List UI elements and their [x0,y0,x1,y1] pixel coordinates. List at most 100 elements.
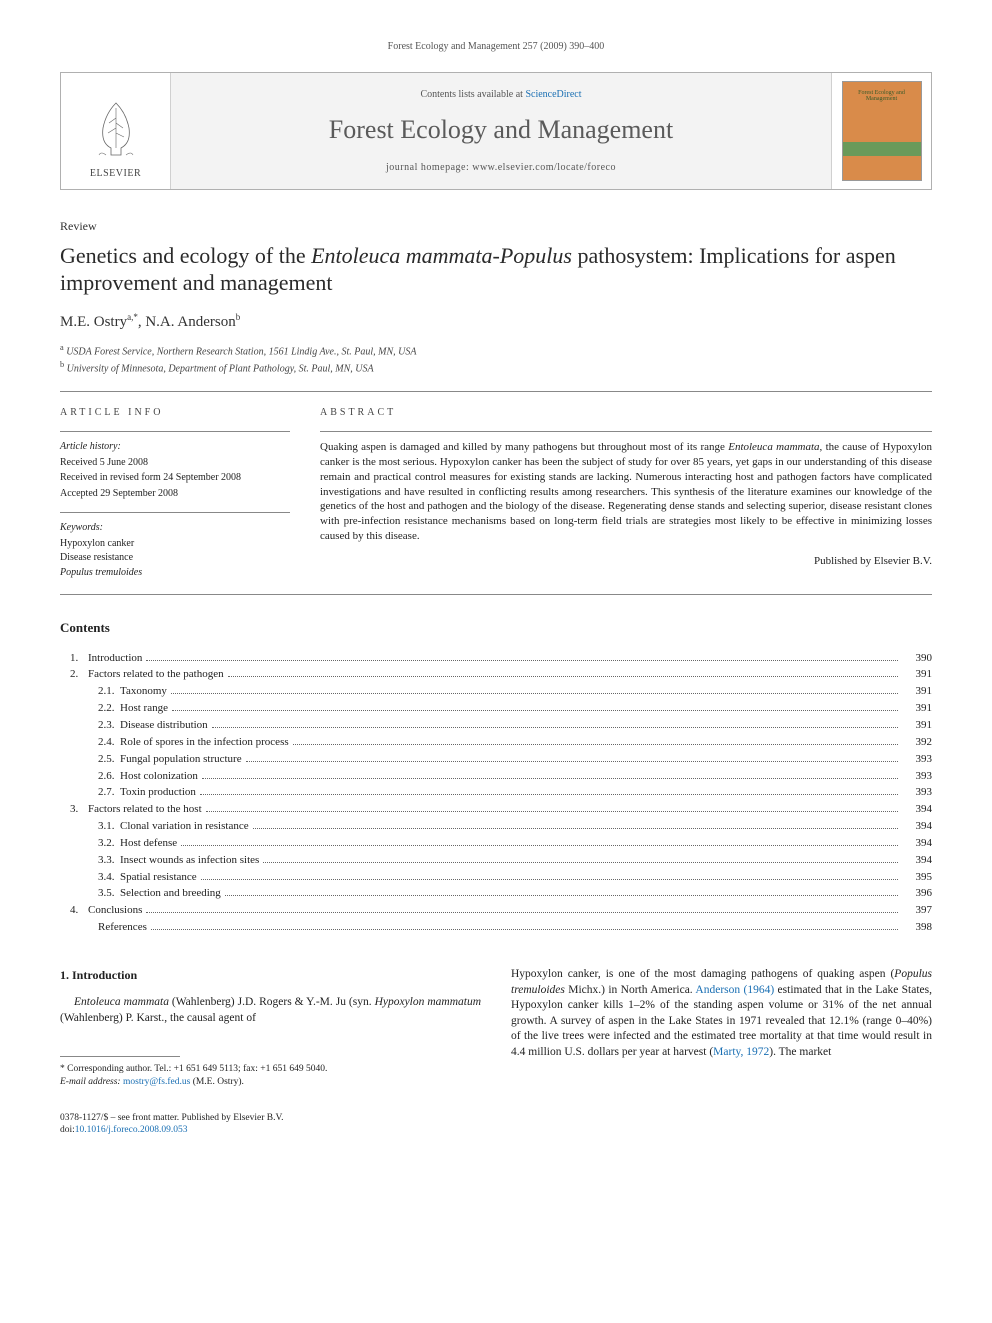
toc-page: 393 [902,769,932,784]
info-rule-2 [60,512,290,513]
copyright-line: 0378-1127/$ – see front matter. Publishe… [60,1112,481,1124]
toc-num: 3.5. [60,886,120,901]
affiliations: a USDA Forest Service, Northern Research… [60,342,932,377]
keyword-1: Hypoxylon canker [60,537,290,551]
toc-dots [246,761,898,762]
toc-row[interactable]: 3.Factors related to the host394 [60,802,932,817]
toc-row[interactable]: 2.6.Host colonization393 [60,769,932,784]
info-heading: ARTICLE INFO [60,406,290,420]
email-who: (M.E. Ostry). [190,1077,244,1087]
cover-block: Forest Ecology and Management [831,73,931,189]
toc-row[interactable]: 2.5.Fungal population structure 393 [60,752,932,767]
running-head: Forest Ecology and Management 257 (2009)… [60,40,932,54]
toc-title: Fungal population structure [120,752,242,767]
author-2-sup: b [236,312,241,322]
corr-line: * Corresponding author. Tel.: +1 651 649… [60,1063,481,1075]
title-species: Entoleuca mammata-Populus [311,243,572,268]
email-label: E-mail address: [60,1077,121,1087]
toc-page: 396 [902,886,932,901]
toc-title: Host range [120,701,168,716]
toc-num: 2.5. [60,752,120,767]
history-label: Article history: [60,440,290,454]
contents-prefix: Contents lists available at [420,89,525,100]
history-received: Received 5 June 2008 [60,456,290,470]
sciencedirect-link[interactable]: ScienceDirect [525,89,581,100]
elsevier-tree-icon [81,93,151,163]
article-title: Genetics and ecology of the Entoleuca ma… [60,242,932,297]
aff-a-text: USDA Forest Service, Northern Research S… [66,346,416,357]
toc-page: 397 [902,903,932,918]
toc-dots [228,676,898,677]
author-1: M.E. Ostry [60,314,127,330]
toc-title: Factors related to the host [88,802,202,817]
toc-row[interactable]: 3.3.Insect wounds as infection sites394 [60,853,932,868]
toc-dots [263,862,898,863]
toc-title: Role of spores in the infection process [120,735,289,750]
masthead-center: Contents lists available at ScienceDirec… [171,73,831,189]
email-line: E-mail address: mostry@fs.fed.us (M.E. O… [60,1076,481,1088]
keyword-2: Disease resistance [60,551,290,565]
publisher-label: ELSEVIER [90,167,141,181]
toc-num: 3.4. [60,870,120,885]
p1-s2: Hypoxylon mammatum [375,996,481,1008]
toc-dots [200,794,898,795]
contents-heading: Contents [60,619,932,637]
cite-anderson[interactable]: Anderson (1964) [695,984,774,996]
abs-pre: Quaking aspen is damaged and killed by m… [320,441,728,453]
journal-cover-thumb: Forest Ecology and Management [842,81,922,181]
toc-page: 390 [902,651,932,666]
toc-dots [181,845,898,846]
toc-row[interactable]: 3.5.Selection and breeding 396 [60,886,932,901]
toc-num: 2. [60,667,88,682]
toc-title: Taxonomy [120,684,167,699]
email-link[interactable]: mostry@fs.fed.us [123,1077,190,1087]
toc-title: Selection and breeding [120,886,221,901]
toc-row[interactable]: References398 [60,920,932,935]
cite-marty[interactable]: Marty, 1972 [713,1046,769,1058]
toc-title: Factors related to the pathogen [88,667,224,682]
toc-row[interactable]: 2.3.Disease distribution391 [60,718,932,733]
doi-link[interactable]: 10.1016/j.foreco.2008.09.053 [75,1125,188,1135]
toc-num: 2.1. [60,684,120,699]
toc-row[interactable]: 2.4.Role of spores in the infection proc… [60,735,932,750]
toc-num: 2.7. [60,785,120,800]
toc-row[interactable]: 1.Introduction390 [60,651,932,666]
toc-page: 391 [902,684,932,699]
body-columns: 1. Introduction Entoleuca mammata (Wahle… [60,967,932,1137]
toc-row[interactable]: 3.4.Spatial resistance 395 [60,870,932,885]
toc-title: Introduction [88,651,142,666]
toc-dots [146,660,898,661]
toc-dots [206,811,898,812]
doi-label: doi: [60,1125,75,1135]
toc-row[interactable]: 3.2.Host defense394 [60,836,932,851]
toc-page: 395 [902,870,932,885]
p2-t4: ). The market [769,1046,831,1058]
toc-page: 393 [902,752,932,767]
masthead: ELSEVIER Contents lists available at Sci… [60,72,932,190]
author-2: , N.A. Anderson [138,314,236,330]
aff-b-sup: b [60,360,64,369]
p1-t2: (Wahlenberg) P. Karst., the causal agent… [60,1012,256,1024]
toc-row[interactable]: 3.1.Clonal variation in resistance394 [60,819,932,834]
abs-post: , the cause of Hypoxylon canker is the m… [320,441,932,542]
info-abstract-row: ARTICLE INFO Article history: Received 5… [60,406,932,581]
affiliation-a: a USDA Forest Service, Northern Research… [60,342,932,359]
cover-band [843,142,921,156]
toc-page: 393 [902,785,932,800]
toc-title: Spatial resistance [120,870,197,885]
toc-row[interactable]: 2.1.Taxonomy 391 [60,684,932,699]
toc-num: 4. [60,903,88,918]
toc-page: 391 [902,701,932,716]
toc-row[interactable]: 2.7.Toxin production393 [60,785,932,800]
toc-row[interactable]: 4.Conclusions397 [60,903,932,918]
article-info: ARTICLE INFO Article history: Received 5… [60,406,290,581]
article-type: Review [60,218,932,234]
toc-title: Host colonization [120,769,198,784]
toc-row[interactable]: 2.Factors related to the pathogen391 [60,667,932,682]
column-left: 1. Introduction Entoleuca mammata (Wahle… [60,967,481,1137]
publisher-block: ELSEVIER [61,73,171,189]
title-pre: Genetics and ecology of the [60,243,311,268]
toc-title: Host defense [120,836,177,851]
toc-row[interactable]: 2.2.Host range391 [60,701,932,716]
toc-page: 398 [902,920,932,935]
